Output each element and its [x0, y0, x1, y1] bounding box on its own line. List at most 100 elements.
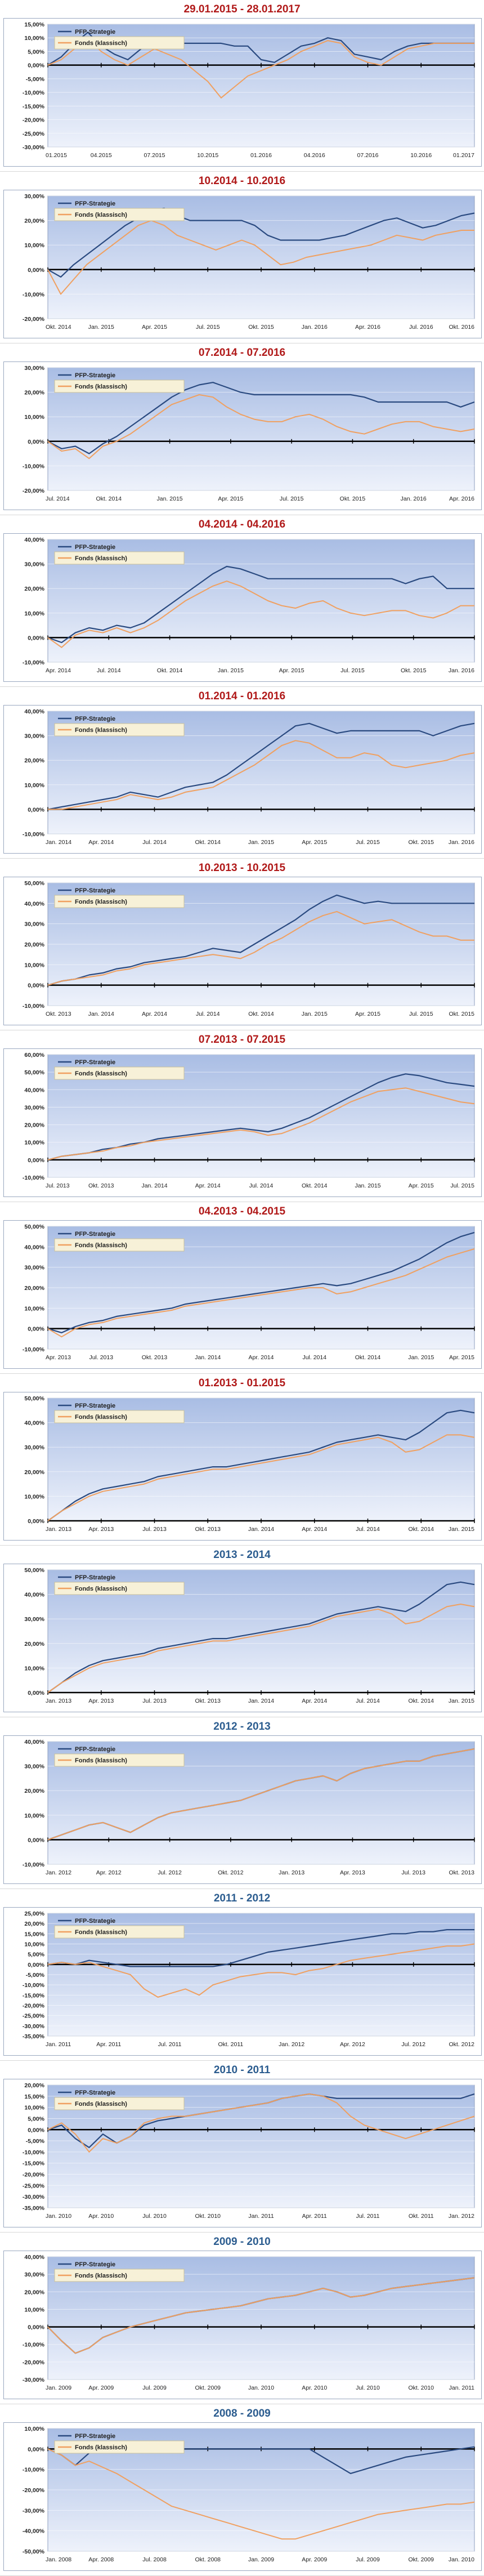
legend-label-pfp: PFP-Strategie [75, 1918, 115, 1925]
legend-box [54, 2269, 185, 2282]
y-tick-label: -10,00% [23, 831, 45, 838]
y-tick-label: 10,00% [24, 1812, 44, 1819]
y-tick-label: -20,00% [23, 316, 45, 323]
x-tick-label: Apr. 2016 [449, 495, 474, 502]
x-tick-label: Okt. 2016 [449, 324, 474, 331]
x-tick-label: Apr. 2013 [88, 1526, 114, 1533]
legend: PFP-Strategie Fonds (klassisch) [54, 29, 185, 50]
x-tick-label: Apr. 2015 [302, 839, 327, 846]
chart-frame: -30,00% -25,00% -20,00% -15,00% -10,00% -5,00… [3, 18, 482, 167]
x-tick-label: Jul. 2014 [46, 495, 70, 502]
chart-frame: -35,00% -30,00% -25,00% -20,00% -15,00% -10,0… [3, 2079, 482, 2227]
y-tick-label: -25,00% [23, 2182, 45, 2189]
y-tick-label: 10,00% [24, 1493, 44, 1500]
x-tick-label: 10.2015 [197, 152, 218, 159]
y-tick-label: -30,00% [23, 2507, 45, 2514]
x-tick-label: Apr. 2014 [142, 1011, 167, 1017]
y-tick-label: 10,00% [24, 2426, 44, 2432]
y-tick-label: 10,00% [24, 610, 44, 617]
y-tick-label: 20,00% [24, 1921, 44, 1927]
series-line-pfp [47, 722, 475, 810]
x-tick-label: Jan. 2016 [302, 324, 328, 331]
x-tick-label: Okt. 2012 [218, 1869, 244, 1876]
x-tick-label: Jul. 2013 [142, 1526, 167, 1533]
x-tick-label: Apr. 2012 [340, 2041, 365, 2048]
x-tick-label: Okt. 2013 [449, 1869, 474, 1876]
series-line-fonds [47, 2093, 475, 2153]
chart-svg: -10,00% 0,00% 10,00% 20,00% 30,00% 40,00% 50,0… [23, 880, 475, 1017]
x-tick-label: Apr. 2010 [302, 2385, 327, 2391]
x-tick-label: Jul. 2013 [142, 1698, 167, 1704]
y-tick-label: 20,00% [24, 1641, 44, 1648]
y-tick-label: 10,00% [24, 782, 44, 789]
legend: PFP-Strategie Fonds (klassisch) [54, 1403, 185, 1423]
legend-label-fonds: Fonds (klassisch) [75, 383, 127, 390]
legend: PFP-Strategie Fonds (klassisch) [54, 887, 185, 908]
chart-svg: -10,00% 0,00% 10,00% 20,00% 30,00% 40,00% 50,0… [23, 1052, 475, 1189]
legend-box [54, 1066, 185, 1080]
y-tick-label: 0,00% [28, 983, 44, 989]
legend-label-pfp: PFP-Strategie [75, 716, 115, 722]
x-tick-label: Jul. 2009 [142, 2385, 167, 2391]
x-tick-label: Jan. 2010 [449, 2556, 474, 2563]
y-tick-label: 50,00% [24, 1567, 44, 1574]
x-tick-label: Jan. 2012 [449, 2213, 474, 2220]
x-tick-label: Apr. 2013 [340, 1869, 365, 1876]
x-tick-label: Apr. 2011 [96, 2041, 121, 2048]
y-tick-label: 20,00% [24, 2082, 44, 2089]
y-tick-label: 50,00% [24, 1069, 44, 1076]
x-tick-label: Jan. 2015 [408, 1354, 434, 1361]
chart-title: 10.2014 - 10.2016 [198, 175, 286, 187]
y-tick-label: 10,00% [24, 962, 44, 968]
y-tick-label: -10,00% [23, 1861, 45, 1868]
x-tick-label: Jan. 2016 [449, 667, 474, 674]
x-tick-label: Jan. 2014 [141, 1182, 167, 1189]
legend-label-fonds: Fonds (klassisch) [75, 1070, 127, 1077]
y-tick-label: 20,00% [24, 757, 44, 764]
legend-label-fonds: Fonds (klassisch) [75, 1414, 127, 1421]
x-tick-label: Apr. 2014 [46, 667, 71, 674]
legend-label-pfp: PFP-Strategie [75, 372, 115, 379]
y-tick-label: 10,00% [24, 2105, 44, 2111]
chart-svg: -50,00% -40,00% -30,00% -20,00% -10,00% 0,00%… [23, 2426, 475, 2563]
chart-svg: -10,00% 0,00% 10,00% 20,00% 30,00% 40,00% Apr.… [23, 537, 475, 674]
x-tick-label: 01.2015 [46, 152, 67, 159]
x-tick-label: Jul. 2014 [196, 1011, 220, 1017]
x-tick-label: Apr. 2010 [88, 2213, 114, 2220]
series-line-fonds [47, 581, 474, 648]
x-tick-label: Jan. 2012 [279, 2041, 304, 2048]
chart-title: 01.2014 - 01.2016 [198, 690, 286, 702]
series-line-fonds [47, 910, 474, 986]
legend-box [54, 723, 185, 736]
x-tick-label: Jul. 2009 [356, 2556, 380, 2563]
series-line-pfp [47, 565, 474, 644]
y-tick-label: -30,00% [23, 2377, 45, 2383]
chart-block-0: 29.01.2015 - 28.01.2017 -30,00% -25,00% -20… [0, 0, 484, 172]
series-line-fonds [47, 37, 474, 99]
x-tick-label: Jan. 2014 [248, 1698, 274, 1704]
series-line-pfp [47, 1929, 474, 1967]
x-tick-label: 01.2017 [453, 152, 474, 159]
legend: PFP-Strategie Fonds (klassisch) [54, 1746, 185, 1767]
chart-frame: -20,00% -10,00% 0,00% 10,00% 20,00% 30,00% Okt… [3, 190, 482, 338]
series-line-pfp [47, 1231, 475, 1333]
x-tick-label: Jul. 2014 [97, 667, 121, 674]
y-tick-label: 0,00% [28, 62, 44, 69]
legend-box [54, 551, 185, 565]
legend-label-fonds: Fonds (klassisch) [75, 899, 127, 905]
chart-svg: 0,00% 10,00% 20,00% 30,00% 40,00% 50,00% Jan. … [24, 1395, 475, 1533]
y-tick-label: -5,00% [26, 2138, 45, 2145]
legend-box [54, 1582, 185, 1595]
chart-frame: -10,00% 0,00% 10,00% 20,00% 30,00% 40,00% 50,0… [3, 877, 482, 1025]
x-tick-label: Okt. 2013 [88, 1182, 114, 1189]
y-tick-label: -20,00% [23, 488, 45, 494]
x-tick-label: Okt. 2014 [46, 324, 71, 331]
y-tick-label: 0,00% [28, 1837, 44, 1843]
x-tick-label: Okt. 2010 [195, 2213, 221, 2220]
chart-title: 04.2013 - 04.2015 [198, 1206, 286, 1217]
chart-frame: 0,00% 10,00% 20,00% 30,00% 40,00% 50,00% Jan. … [3, 1392, 482, 1541]
legend-label-pfp: PFP-Strategie [75, 2261, 115, 2268]
chart-title: 2012 - 2013 [213, 1721, 271, 1733]
y-tick-label: 30,00% [24, 1764, 44, 1770]
x-tick-label: Jan. 2016 [401, 495, 427, 502]
